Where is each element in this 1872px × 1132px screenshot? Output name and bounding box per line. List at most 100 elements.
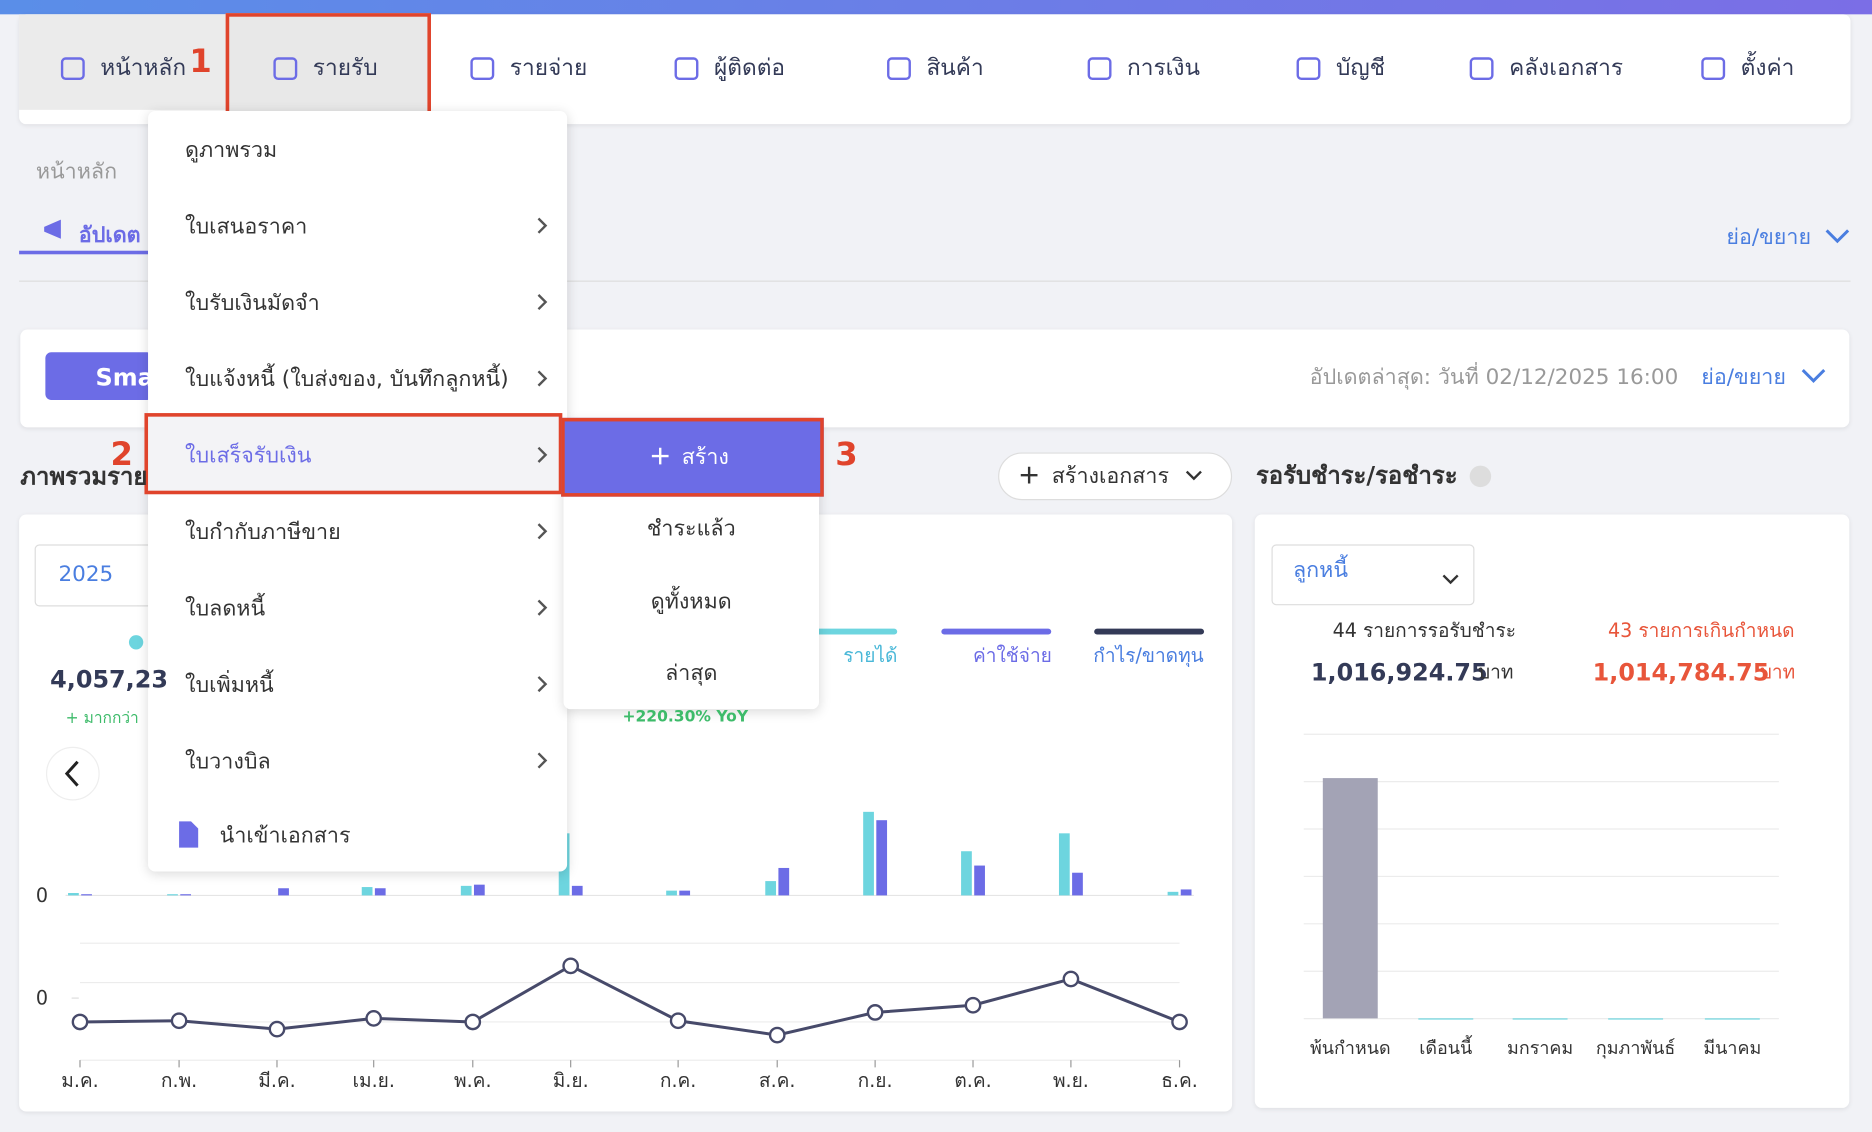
bar: [68, 893, 79, 896]
bar: [679, 890, 691, 896]
tab[interactable]: อัปเดต: [78, 222, 141, 248]
help-icon: [1469, 465, 1492, 488]
bar: [1704, 1018, 1760, 1020]
chevron: [537, 523, 548, 540]
button-label[interactable]: สร้างเอกสาร: [1051, 463, 1170, 489]
bar: [1418, 1018, 1474, 1020]
bar: [571, 885, 583, 896]
submenu-item[interactable]: สร้าง: [681, 444, 729, 470]
nav-item[interactable]: รายรับ: [312, 54, 378, 82]
section-title: รอรับชำระ/รอชำระ: [1255, 460, 1458, 490]
bar: [361, 887, 373, 896]
menu-item[interactable]: ใบเพิ่มหนี้: [185, 672, 274, 698]
bar: [473, 884, 485, 896]
chevron: [537, 294, 548, 311]
x-tick-label: ม.ค.: [61, 1069, 99, 1092]
bar: [765, 881, 777, 896]
x-tick-label: เม.ย.: [352, 1069, 395, 1092]
menu-item[interactable]: ใบเสร็จรับเงิน: [185, 443, 312, 469]
menu-item[interactable]: ใบรับเงินมัดจำ: [185, 290, 320, 316]
bar: [974, 865, 985, 896]
bar: [1608, 1018, 1664, 1020]
legend-label: รายได้: [843, 644, 898, 667]
nav-home-bg: [19, 14, 227, 110]
count: 43 รายการเกินกำหนด: [1607, 619, 1795, 642]
bar: [961, 851, 972, 896]
menu-item[interactable]: ใบลดหนี้: [185, 596, 266, 622]
point: [71, 1013, 89, 1031]
bar: [167, 894, 178, 896]
nav-icon: [273, 57, 298, 80]
x-tick-label: พ.ย.: [1052, 1069, 1089, 1092]
point: [365, 1010, 383, 1027]
x-tick-label: พ.ค.: [454, 1069, 492, 1092]
create-button[interactable]: [561, 417, 824, 497]
bar: [1322, 778, 1378, 1019]
chevron: [1185, 470, 1202, 481]
chevron: [537, 676, 548, 693]
chevron: [1801, 369, 1826, 383]
menu-item[interactable]: ใบกำกับภาษีขาย: [185, 519, 341, 546]
chevron: [537, 599, 548, 616]
menu-item[interactable]: นำเข้าเอกสาร: [219, 823, 351, 849]
plus: [651, 447, 669, 465]
chevron: [1825, 229, 1850, 244]
smart-button[interactable]: [45, 352, 153, 400]
yoy: +220.30% YoY: [622, 708, 749, 727]
collapse-link[interactable]: ย่อ/ขยาย: [1726, 225, 1812, 251]
menu-item[interactable]: ใบเสนอราคา: [185, 214, 308, 240]
bar: [180, 894, 192, 896]
y-tick-label: 0: [35, 884, 48, 907]
divider: [19, 280, 1851, 282]
menu-item[interactable]: ใบวางบิล: [185, 749, 271, 775]
nav-item[interactable]: การเงิน: [1127, 54, 1201, 82]
collapse-link[interactable]: ย่อ/ขยาย: [1701, 364, 1786, 390]
submenu-item[interactable]: ชำระแล้ว: [646, 516, 736, 542]
x-tick-label: มี.ค.: [258, 1069, 296, 1092]
nav-active[interactable]: [225, 13, 431, 116]
unit: บาท: [1759, 660, 1796, 684]
point: [562, 957, 580, 975]
bar: [1512, 1018, 1568, 1020]
point: [1171, 1013, 1188, 1031]
submenu-item[interactable]: ล่าสุด: [665, 660, 718, 686]
nav-item[interactable]: บัญชี: [1335, 54, 1386, 82]
import-icon: [179, 821, 199, 848]
menu-item[interactable]: ดูภาพรวม: [185, 137, 278, 163]
y-tick-label: 0: [35, 986, 48, 1010]
point: [964, 996, 982, 1014]
dropdown-label: ลูกหนี้: [1292, 558, 1349, 584]
bar: [863, 811, 874, 896]
submenu-item[interactable]: ดูทั้งหมด: [650, 589, 732, 615]
nav-item[interactable]: สินค้า: [926, 54, 984, 82]
unit: บาท: [1478, 660, 1514, 684]
bar: [460, 885, 472, 896]
bar: [778, 867, 790, 896]
prev-button: [45, 746, 100, 801]
point: [268, 1020, 286, 1038]
change: + มากกว่า: [65, 709, 139, 728]
year-select[interactable]: [34, 544, 157, 607]
nav-icon: [674, 57, 699, 80]
menu-item[interactable]: ใบแจ้งหนี้ (ใบส่งของ, บันทึกลูกหนี้): [185, 367, 509, 393]
x-tick-label: มกราคม: [1507, 1037, 1574, 1059]
section-title: ภาพรวมราย: [20, 462, 148, 491]
nav-item[interactable]: ตั้งค่า: [1740, 54, 1795, 82]
x-tick-label: เดือนนี้: [1419, 1037, 1473, 1059]
amount: 1,014,784.75: [1592, 657, 1770, 687]
nav-icon: [887, 57, 911, 80]
debtor-select[interactable]: [1271, 544, 1475, 606]
menu-highlight[interactable]: [144, 413, 563, 495]
chevron-left: [64, 760, 79, 787]
nav-item[interactable]: หน้าหลัก: [100, 54, 187, 82]
x-tick-label: กุมภาพันธ์: [1595, 1037, 1676, 1059]
x-tick-label: ก.พ.: [160, 1069, 198, 1092]
nav-item[interactable]: ผู้ติดต่อ: [713, 54, 786, 82]
nav-item[interactable]: คลังเอกสาร: [1509, 54, 1624, 82]
top-bar: [0, 0, 1872, 15]
tab-icon: [44, 219, 61, 239]
nav-item[interactable]: รายจ่าย: [509, 54, 588, 82]
